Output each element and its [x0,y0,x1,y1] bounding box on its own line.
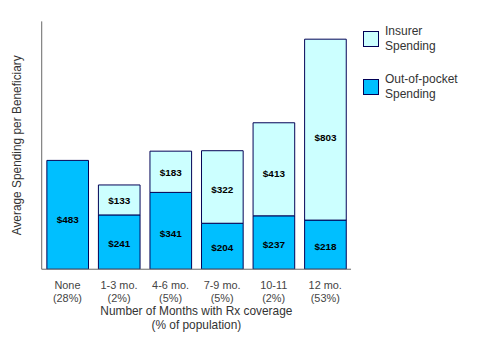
svg-text:Average Spending per Beneficia: Average Spending per Beneficiary [10,55,24,235]
html-text:Out-of-pocket Spending: Out-of-pocket Spending [385,72,458,101]
svg-text:$322: $322 [211,184,234,195]
svg-text:$237: $237 [263,239,286,250]
svg-text:$241: $241 [108,238,131,249]
svg-text:$218: $218 [314,241,337,252]
svg-text:$341: $341 [160,228,183,239]
svg-text:7-9 mo.(5%): 7-9 mo.(5%) [204,279,241,304]
svg-text:$803: $803 [314,132,337,143]
svg-text:None(28%): None(28%) [53,279,82,304]
svg-text:Number of Months with Rx cover: Number of Months with Rx coverage(% of p… [100,304,292,332]
svg-text:12 mo.(53%): 12 mo.(53%) [309,279,342,304]
svg-text:1-3 mo.(2%): 1-3 mo.(2%) [101,279,138,304]
html-text:Insurer Spending: Insurer Spending [385,24,436,53]
svg-text:$413: $413 [263,168,286,179]
svg-text:$183: $183 [160,167,183,178]
svg-text:$204: $204 [211,242,234,253]
svg-text:$133: $133 [108,195,131,206]
svg-text:$483: $483 [57,214,80,225]
svg-text:10-11(2%): 10-11(2%) [260,279,287,304]
svg-text:4-6 mo.(5%): 4-6 mo.(5%) [152,279,189,304]
